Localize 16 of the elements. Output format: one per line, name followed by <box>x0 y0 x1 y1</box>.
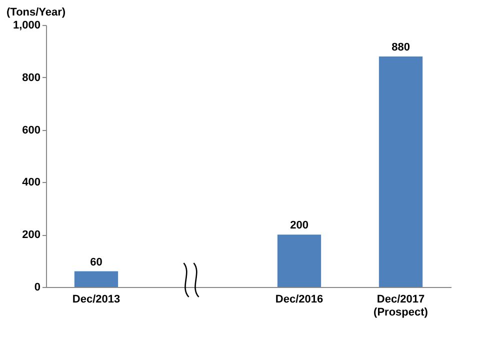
bar <box>378 56 423 287</box>
x-tick-label: Dec/2013 <box>72 294 120 306</box>
x-tick-label: Dec/2016 <box>275 294 324 306</box>
y-tick-label: 1,000 <box>12 20 40 32</box>
bar <box>277 234 322 287</box>
y-tick-label: 0 <box>34 282 40 294</box>
data-label: 200 <box>290 220 308 232</box>
y-tick-label: 800 <box>22 72 40 84</box>
y-tick-label: 200 <box>22 229 40 242</box>
y-axis-title: (Tons/Year) <box>6 6 66 18</box>
y-tick-label: 600 <box>22 124 40 136</box>
x-tick-label: Dec/2017 (Prospect) <box>374 294 428 318</box>
y-tick-label: 400 <box>22 176 40 189</box>
data-label: 60 <box>90 256 102 268</box>
data-label: 880 <box>392 41 410 54</box>
bar <box>74 271 118 287</box>
